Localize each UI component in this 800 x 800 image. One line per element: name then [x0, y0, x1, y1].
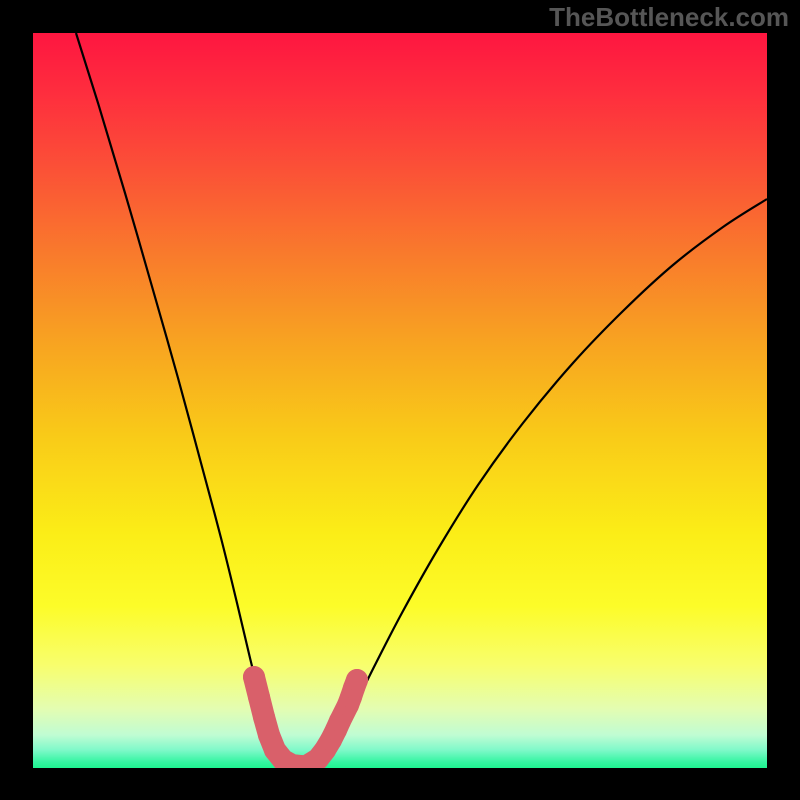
marker-dot-right-9: [346, 669, 368, 691]
curve-left-branch: [76, 33, 299, 768]
marker-dot-left-1: [248, 686, 270, 708]
watermark-text: TheBottleneck.com: [549, 2, 789, 33]
curve-right-branch: [299, 199, 767, 768]
curve-layer: [33, 33, 767, 768]
plot-area: [33, 33, 767, 768]
marker-dot-left-0: [243, 666, 265, 688]
chart-frame: TheBottleneck.com: [0, 0, 800, 800]
